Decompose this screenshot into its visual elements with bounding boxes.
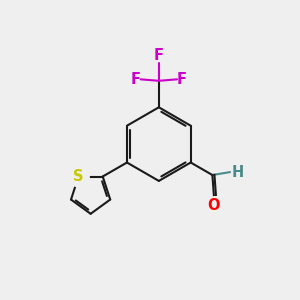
Text: H: H <box>232 165 244 180</box>
Text: F: F <box>154 47 164 62</box>
Text: S: S <box>73 169 84 184</box>
Text: O: O <box>208 198 220 213</box>
Text: F: F <box>130 72 141 87</box>
Text: F: F <box>177 72 187 87</box>
